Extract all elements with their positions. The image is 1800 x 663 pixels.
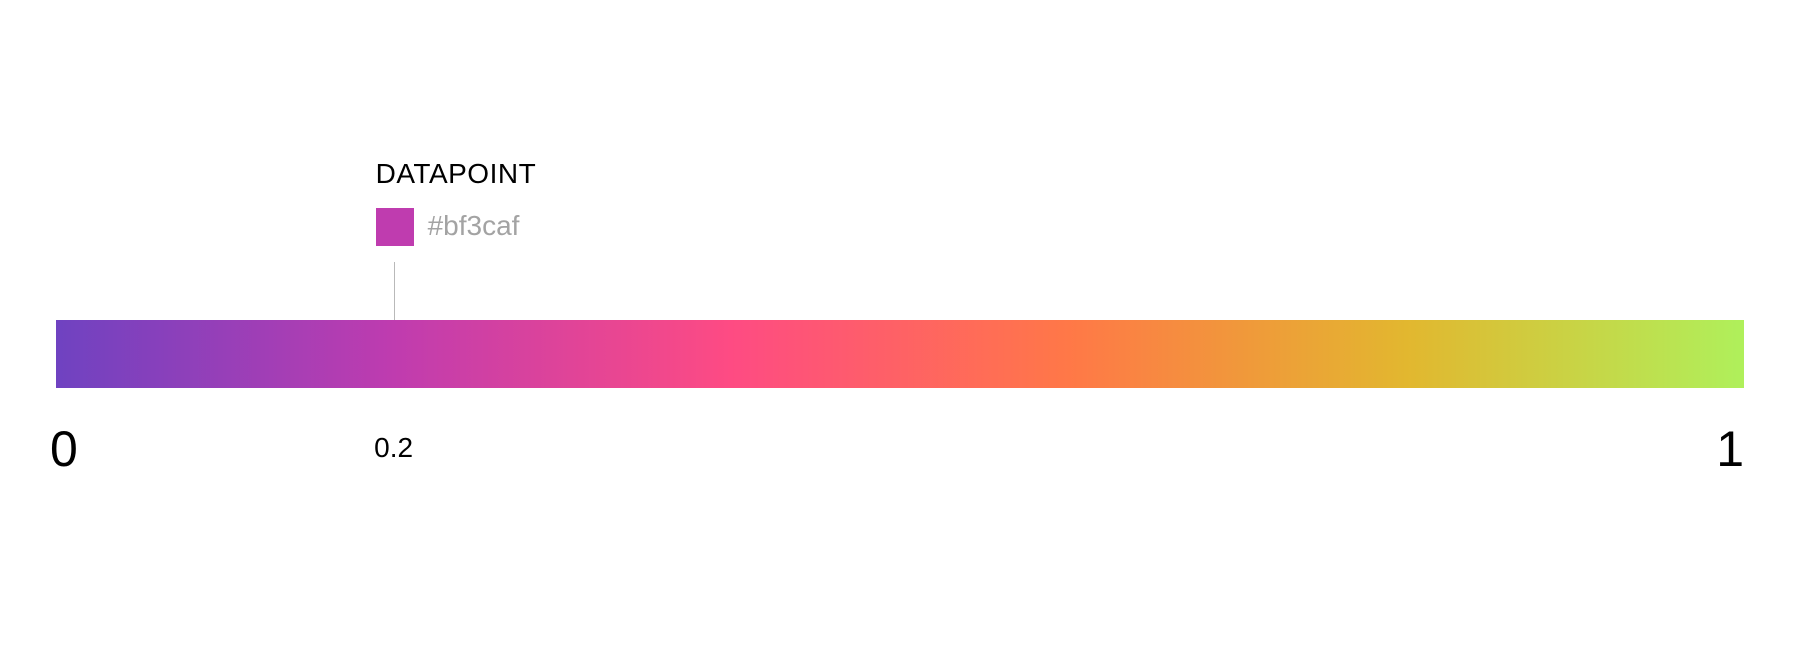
axis-max-label: 1 bbox=[1716, 420, 1744, 478]
gradient-scale-chart: DATAPOINT #bf3caf 0 0.2 1 bbox=[0, 0, 1800, 663]
datapoint-hex: #bf3caf bbox=[428, 210, 520, 242]
axis-tick-label: 0.2 bbox=[374, 432, 413, 464]
axis-min-label: 0 bbox=[50, 420, 78, 478]
datapoint-pin bbox=[394, 262, 395, 320]
datapoint-swatch bbox=[376, 208, 414, 246]
gradient-bar bbox=[56, 320, 1744, 388]
datapoint-label: DATAPOINT bbox=[376, 158, 537, 190]
